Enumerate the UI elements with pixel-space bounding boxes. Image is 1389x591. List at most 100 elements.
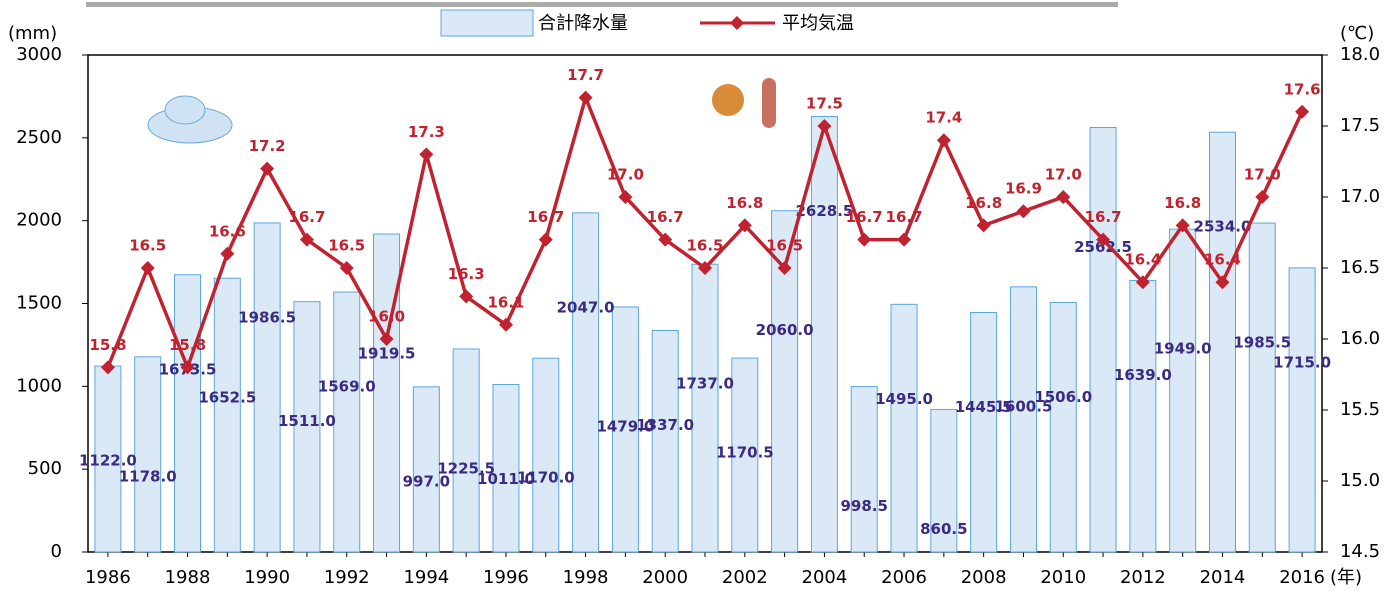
- line-value-label: 16.7: [1085, 208, 1122, 226]
- line-value-label: 17.3: [408, 123, 445, 141]
- bar: [175, 275, 201, 552]
- line-value-label: 17.4: [925, 109, 962, 127]
- line-value-label: 16.7: [647, 208, 684, 226]
- legend-swatch: [441, 10, 533, 36]
- y2-axis-label: (℃): [1340, 23, 1374, 44]
- line-value-label: 16.3: [448, 265, 485, 283]
- marker: [857, 233, 871, 247]
- x-tick-label: 1996: [483, 567, 529, 588]
- legend-swatch: [730, 16, 744, 30]
- line-value-label: 17.5: [806, 95, 843, 113]
- y-axis-label: (mm): [8, 23, 57, 44]
- x-tick-label: 1992: [324, 567, 370, 588]
- marker: [141, 261, 155, 275]
- bar-value-label: 1652.5: [198, 389, 256, 407]
- bar-value-label: 2060.0: [756, 321, 814, 339]
- bar: [374, 234, 400, 552]
- x-tick-label: 2006: [881, 567, 927, 588]
- chart: (mm) (℃) (年) 合計降水量 平均気温 0 500 1000 1500 2000…: [0, 0, 1389, 591]
- line-value-label: 16.5: [686, 237, 723, 255]
- marker: [977, 218, 991, 232]
- line-value-label: 16.6: [209, 222, 246, 240]
- y2-tick-label: 16.5: [1340, 257, 1380, 278]
- bar-value-label: 2534.0: [1194, 218, 1252, 236]
- bar: [851, 387, 877, 552]
- bar: [971, 313, 997, 552]
- bar: [1010, 287, 1036, 552]
- line-value-label: 17.6: [1284, 80, 1321, 98]
- x-tick-label: 2004: [802, 567, 848, 588]
- line-value-label: 16.8: [965, 194, 1002, 212]
- line-value-label: 16.9: [1005, 180, 1042, 198]
- line-value-label: 17.0: [607, 166, 644, 184]
- bar-value-label: 1495.0: [875, 390, 933, 408]
- legend-label: 合計降水量: [538, 13, 628, 34]
- line-value-label: 16.4: [1204, 251, 1241, 269]
- y-tick-label: 3000: [16, 44, 62, 65]
- bar-value-label: 1986.5: [238, 308, 296, 326]
- marker: [897, 233, 911, 247]
- bar-value-label: 1337.0: [636, 416, 694, 434]
- x-tick-label: 1998: [563, 567, 609, 588]
- bar: [811, 117, 837, 552]
- x-tick-label: 2010: [1040, 567, 1086, 588]
- bar: [1130, 280, 1156, 552]
- bar: [1249, 223, 1275, 552]
- x-tick-label: 2014: [1200, 567, 1246, 588]
- bar-value-label: 2047.0: [557, 298, 615, 316]
- x-tick-label: 2016: [1279, 567, 1325, 588]
- marker: [260, 162, 274, 176]
- y2-tick-label: 18.0: [1340, 44, 1380, 65]
- bar: [1289, 268, 1315, 552]
- marker: [579, 91, 593, 105]
- bar-value-label: 1949.0: [1154, 340, 1212, 358]
- line-value-label: 15.8: [89, 336, 126, 354]
- line-value-label: 17.0: [1244, 166, 1281, 184]
- bar: [652, 331, 678, 552]
- bar: [692, 264, 718, 552]
- bar: [1209, 132, 1235, 552]
- x-tick-label: 1986: [85, 567, 131, 588]
- bar: [573, 213, 599, 552]
- marker: [1016, 204, 1030, 218]
- y2-tick-label: 17.5: [1340, 115, 1380, 136]
- marker: [1255, 190, 1269, 204]
- line-value-label: 16.7: [288, 208, 325, 226]
- bar-value-label: 1178.0: [119, 467, 177, 485]
- y2-tick-label: 15.5: [1340, 399, 1380, 420]
- y-tick-label: 1000: [16, 375, 62, 396]
- line-value-label: 16.1: [487, 293, 524, 311]
- x-tick-label: 1988: [165, 567, 211, 588]
- bar-value-label: 1715.0: [1273, 353, 1331, 371]
- y2-tick-label: 15.0: [1340, 470, 1380, 491]
- y-tick-label: 2000: [16, 210, 62, 231]
- line-value-label: 16.5: [328, 237, 365, 255]
- x-tick-label: 2002: [722, 567, 768, 588]
- bar: [1090, 127, 1116, 552]
- bar: [1050, 303, 1076, 552]
- y-tick-label: 0: [51, 541, 62, 562]
- bar-value-label: 1511.0: [278, 412, 336, 430]
- bar: [413, 387, 439, 552]
- weather-icon: [148, 78, 776, 143]
- x-tick-label: 2012: [1120, 567, 1166, 588]
- x-tick-label: 2008: [961, 567, 1007, 588]
- y-tick-label: 1500: [16, 293, 62, 314]
- legend-label: 平均気温: [782, 13, 854, 34]
- x-tick-label: 1990: [244, 567, 290, 588]
- line-value-label: 17.0: [1045, 166, 1082, 184]
- x-axis-label: (年): [1330, 567, 1362, 588]
- y-tick-label: 500: [28, 458, 62, 479]
- line-value-label: 16.7: [846, 208, 883, 226]
- bar: [334, 292, 360, 552]
- line-value-label: 16.7: [886, 208, 923, 226]
- line-value-label: 17.7: [567, 66, 604, 84]
- bar-value-label: 1170.0: [517, 469, 575, 487]
- line-value-label: 16.8: [1164, 194, 1201, 212]
- line-value-label: 17.2: [249, 137, 286, 155]
- bar: [453, 349, 479, 552]
- bar: [493, 385, 519, 552]
- bar-value-label: 1569.0: [318, 378, 376, 396]
- y2-tick-label: 14.5: [1340, 541, 1380, 562]
- marker: [1295, 105, 1309, 119]
